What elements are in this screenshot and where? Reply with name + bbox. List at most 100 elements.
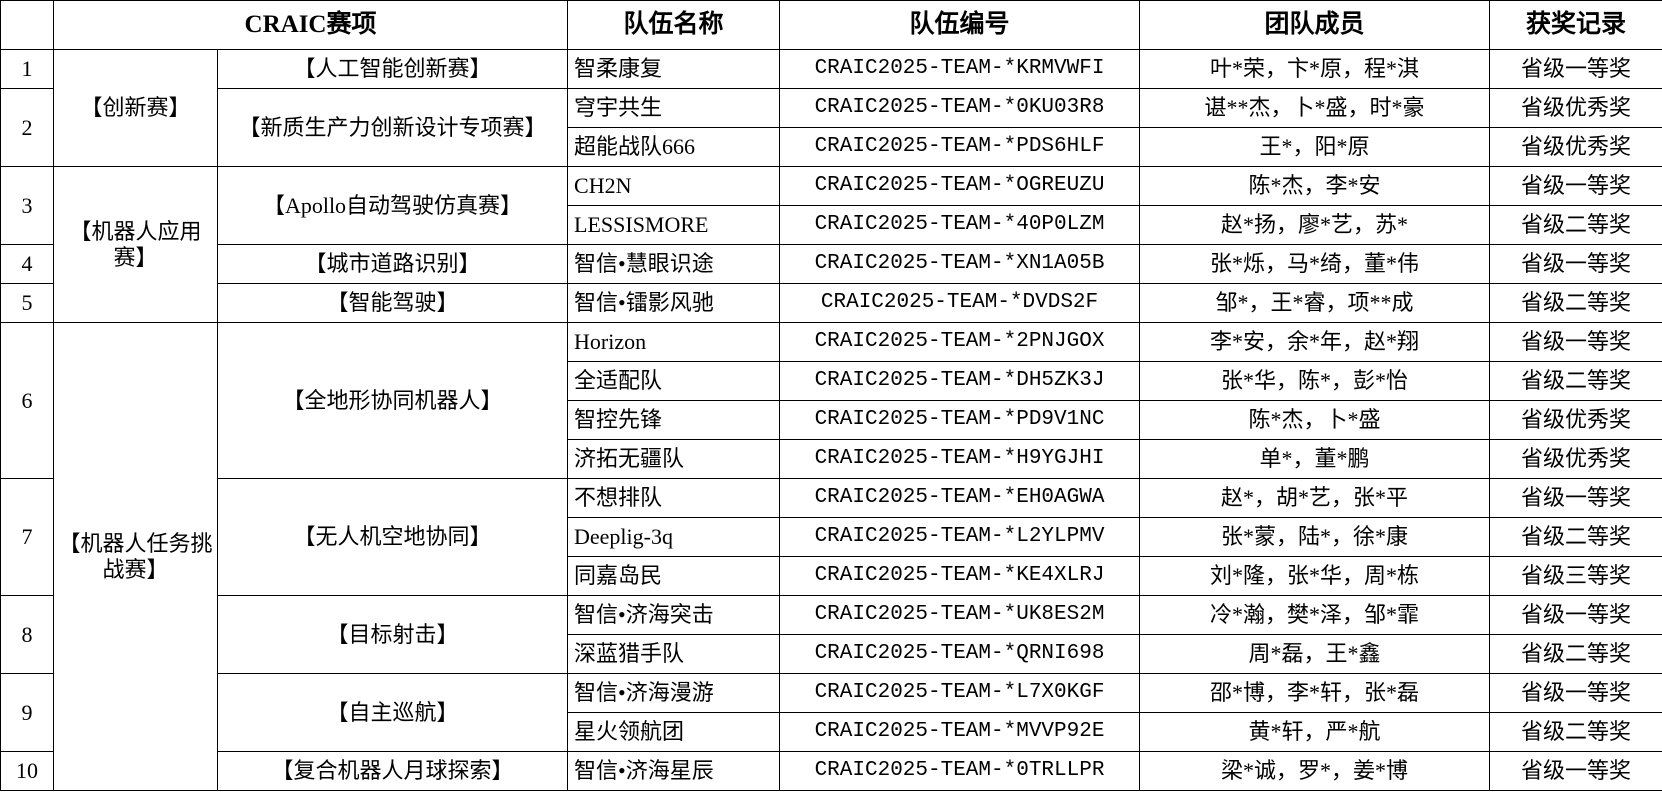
team-id: CRAIC2025-TEAM-*OGREUZU: [779, 166, 1141, 206]
category-cell: 【机器人应用赛】: [53, 166, 218, 323]
team-members: 黄*轩，严*航: [1139, 712, 1491, 752]
row-number: 4: [0, 244, 54, 284]
team-id: CRAIC2025-TEAM-*40P0LZM: [779, 205, 1141, 245]
table-row: 深蓝猎手队 CRAIC2025-TEAM-*QRNI698 周*磊，王*鑫 省级二等奖: [1, 634, 1662, 674]
table-row: 6 【机器人任务挑战赛】 【全地形协同机器人】 Horizon CRAIC2025-TE…: [0, 322, 1662, 791]
header-team-id: 队伍编号: [779, 0, 1141, 50]
award: 省级一等奖: [1489, 595, 1662, 635]
event-cell: 【人工智能创新赛】: [216, 49, 569, 89]
table-row: 星火领航团 CRAIC2025-TEAM-*MVVP92E 黄*轩，严*航 省级二等奖: [1, 712, 1662, 752]
team-members: 赵*扬，廖*艺，苏*: [1139, 205, 1491, 245]
team-id: CRAIC2025-TEAM-*0KU03R8: [779, 88, 1141, 128]
award: 省级二等奖: [1489, 283, 1662, 323]
team-members: 冷*瀚，樊*泽，邹*霏: [1139, 595, 1491, 635]
team-name: Horizon: [567, 322, 781, 362]
event-cell: 【新质生产力创新设计专项赛】: [216, 88, 569, 167]
team-name: 智信•济海星辰: [567, 751, 781, 791]
team-name: 不想排队: [567, 478, 781, 518]
team-members: 赵*，胡*艺，张*平: [1139, 478, 1491, 518]
team-id: CRAIC2025-TEAM-*KRMVWFI: [779, 49, 1141, 89]
award: 省级一等奖: [1489, 166, 1662, 206]
team-name: 星火领航团: [567, 712, 781, 752]
award: 省级一等奖: [1489, 244, 1662, 284]
award: 省级一等奖: [1489, 673, 1662, 713]
team-id: CRAIC2025-TEAM-*2PNJGOX: [779, 322, 1141, 362]
table-row: 7 【无人机空地协同】 不想排队 CRAIC2025-TEAM-*EH0AGWA 赵*，…: [0, 478, 1662, 596]
table-row: 同嘉岛民 CRAIC2025-TEAM-*KE4XLRJ 刘*隆，张*华，周*栋 省级…: [1, 556, 1662, 596]
team-name: 济拓无疆队: [567, 439, 781, 479]
table-row: 1 【创新赛】 【人工智能创新赛】 智柔康复 CRAIC2025-TEAM-*KRMVW…: [0, 49, 1662, 167]
team-members: 邹*，王*睿，项**成: [1139, 283, 1491, 323]
event-cell: 【复合机器人月球探索】: [216, 751, 569, 791]
team-id: CRAIC2025-TEAM-*QRNI698: [779, 634, 1141, 674]
team-members: 邵*博，李*轩，张*磊: [1139, 673, 1491, 713]
team-members: 梁*诚，罗*，姜*博: [1139, 751, 1491, 791]
event-cell: 【自主巡航】: [216, 673, 569, 752]
event-cell: 【目标射击】: [216, 595, 569, 674]
team-id: CRAIC2025-TEAM-*KE4XLRJ: [779, 556, 1141, 596]
team-members: 陈*杰，李*安: [1139, 166, 1491, 206]
team-members: 李*安，余*年，赵*翔: [1139, 322, 1491, 362]
event-cell: 【智能驾驶】: [216, 283, 569, 323]
team-members: 王*，阳*原: [1139, 127, 1491, 167]
table-row: 2 【新质生产力创新设计专项赛】 穹宇共生 CRAIC2025-TEAM-*0KU03…: [0, 88, 1662, 167]
team-members: 叶*荣，卞*原，程*淇: [1139, 49, 1491, 89]
row-number: 2: [0, 88, 54, 167]
row-number: 1: [0, 49, 54, 89]
header-members: 团队成员: [1139, 0, 1491, 50]
team-name: 深蓝猎手队: [567, 634, 781, 674]
category-cell: 【创新赛】: [53, 49, 218, 167]
row-number: 9: [0, 673, 54, 752]
award: 省级二等奖: [1489, 712, 1662, 752]
table-row: 智控先锋 CRAIC2025-TEAM-*PD9V1NC 陈*杰，卜*盛 省级优秀奖: [1, 400, 1662, 440]
header-event: CRAIC赛项: [52, 0, 569, 50]
team-name: LESSISMORE: [567, 205, 781, 245]
header-award: 获奖记录: [1489, 0, 1662, 50]
team-id: CRAIC2025-TEAM-*XN1A05B: [779, 244, 1141, 284]
team-id: CRAIC2025-TEAM-*DH5ZK3J: [779, 361, 1141, 401]
header-row: CRAIC赛项 队伍名称 队伍编号 团队成员 获奖记录: [0, 0, 1662, 50]
row-number: 7: [0, 478, 54, 596]
team-members: 张*蒙，陆*，徐*康: [1139, 517, 1491, 557]
team-members: 张*华，陈*，彭*怡: [1139, 361, 1491, 401]
team-name: 穹宇共生: [567, 88, 781, 128]
award: 省级一等奖: [1489, 322, 1662, 362]
team-name: 智信•慧眼识途: [567, 244, 781, 284]
team-id: CRAIC2025-TEAM-*MVVP92E: [779, 712, 1141, 752]
team-id: CRAIC2025-TEAM-*0TRLLPR: [779, 751, 1141, 791]
table-body: 1 【创新赛】 【人工智能创新赛】 智柔康复 CRAIC2025-TEAM-*KRMVW…: [0, 49, 1662, 791]
table-row: 5 【智能驾驶】 智信•镭影风驰 CRAIC2025-TEAM-*DVDS2F 邹*，王…: [0, 283, 1662, 323]
team-members: 周*磊，王*鑫: [1139, 634, 1491, 674]
award: 省级优秀奖: [1489, 88, 1662, 128]
table-row: 超能战队666 CRAIC2025-TEAM-*PDS6HLF 王*，阳*原 省级优秀…: [1, 127, 1662, 167]
team-name: 智信•济海突击: [567, 595, 781, 635]
award: 省级一等奖: [1489, 478, 1662, 518]
award: 省级二等奖: [1489, 517, 1662, 557]
header-team-name: 队伍名称: [567, 0, 781, 50]
table-row: LESSISMORE CRAIC2025-TEAM-*40P0LZM 赵*扬，廖*艺…: [1, 205, 1662, 245]
team-id: CRAIC2025-TEAM-*UK8ES2M: [779, 595, 1141, 635]
team-members: 刘*隆，张*华，周*栋: [1139, 556, 1491, 596]
award: 省级优秀奖: [1489, 127, 1662, 167]
row-number: 3: [0, 166, 54, 245]
award: 省级三等奖: [1489, 556, 1662, 596]
award: 省级优秀奖: [1489, 439, 1662, 479]
award: 省级二等奖: [1489, 361, 1662, 401]
category-cell: 【机器人任务挑战赛】: [53, 322, 218, 791]
team-members: 张*烁，马*绮，董*伟: [1139, 244, 1491, 284]
team-name: 智信•镭影风驰: [567, 283, 781, 323]
table-row: 10 【复合机器人月球探索】 智信•济海星辰 CRAIC2025-TEAM-*0TRL…: [0, 751, 1662, 791]
team-name: 智柔康复: [567, 49, 781, 89]
row-number: 8: [0, 595, 54, 674]
table-row: 8 【目标射击】 智信•济海突击 CRAIC2025-TEAM-*UK8ES2M 冷*瀚…: [0, 595, 1662, 674]
team-id: CRAIC2025-TEAM-*L2YLPMV: [779, 517, 1141, 557]
team-name: 同嘉岛民: [567, 556, 781, 596]
event-cell: 【无人机空地协同】: [216, 478, 569, 596]
event-cell: 【全地形协同机器人】: [216, 322, 569, 479]
team-members: 谌**杰，卜*盛，时*豪: [1139, 88, 1491, 128]
event-cell: 【城市道路识别】: [216, 244, 569, 284]
team-name: 智信•济海漫游: [567, 673, 781, 713]
award: 省级一等奖: [1489, 49, 1662, 89]
row-number: 10: [0, 751, 54, 791]
table-row: 9 【自主巡航】 智信•济海漫游 CRAIC2025-TEAM-*L7X0KGF 邵*博…: [0, 673, 1662, 752]
